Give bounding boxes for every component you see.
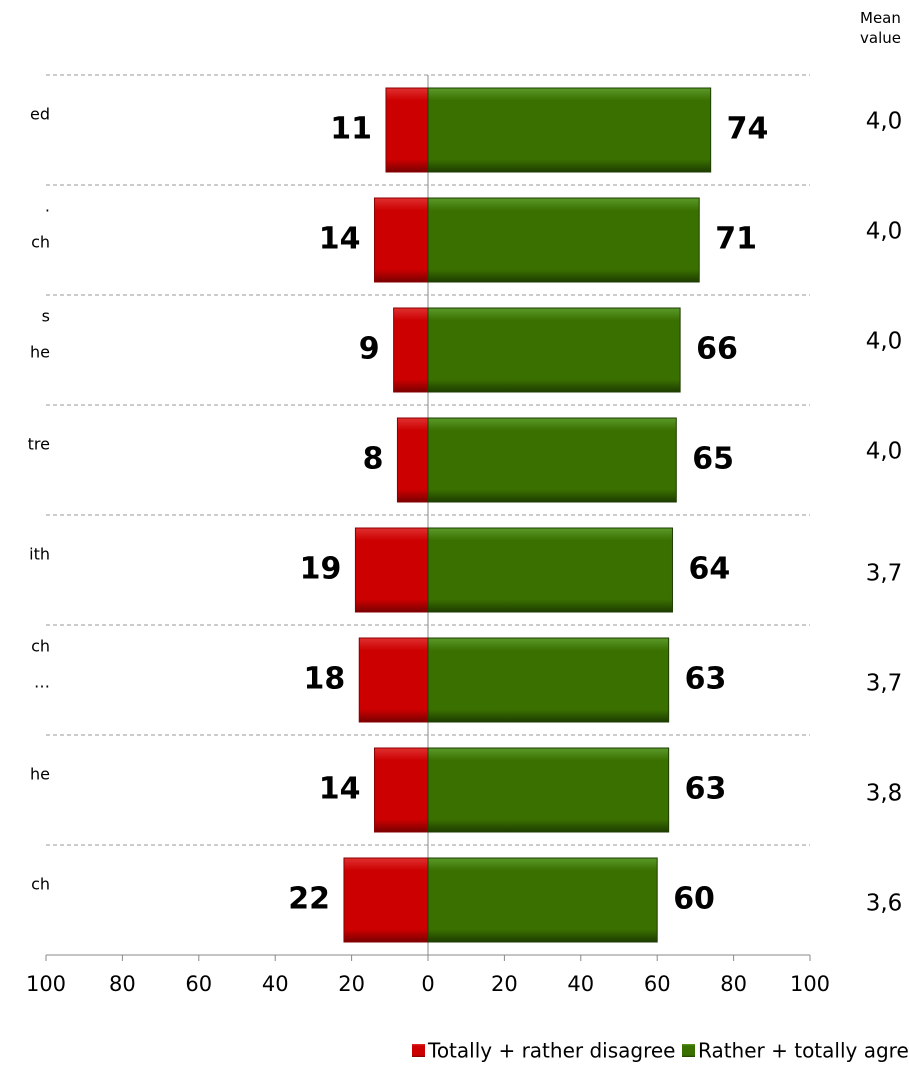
bar xyxy=(396,417,429,503)
bar xyxy=(427,857,658,943)
value-label: 14 xyxy=(319,772,361,807)
x-tick-label: 80 xyxy=(109,972,136,996)
value-label: 14 xyxy=(319,222,361,257)
category-label: ed xyxy=(30,105,50,124)
bar xyxy=(354,527,429,613)
mean-value: 3,7 xyxy=(866,671,903,697)
bar xyxy=(427,197,700,283)
mean-value: 3,7 xyxy=(866,561,903,587)
value-label: 66 xyxy=(696,332,738,367)
bar xyxy=(374,197,429,283)
bar xyxy=(427,527,673,613)
category-label: ch xyxy=(31,875,50,894)
bar xyxy=(427,307,681,393)
x-tick-label: 80 xyxy=(720,972,747,996)
mean-value: 4,0 xyxy=(866,219,903,245)
value-label: 22 xyxy=(288,882,330,917)
x-tick-label: 0 xyxy=(421,972,434,996)
x-tick-label: 100 xyxy=(790,972,830,996)
mean-value: 4,0 xyxy=(866,439,903,465)
mean-value: 4,0 xyxy=(866,109,903,135)
x-tick-label: 40 xyxy=(567,972,594,996)
bar xyxy=(427,637,670,723)
category-label: ch xyxy=(31,233,50,252)
value-label: 65 xyxy=(692,442,734,477)
bar xyxy=(427,87,712,173)
x-tick-label: 60 xyxy=(185,972,212,996)
value-label: 11 xyxy=(330,112,372,147)
bar xyxy=(374,747,429,833)
mean-value: 3,8 xyxy=(866,781,903,807)
category-label: . xyxy=(45,197,50,216)
category-label: tre xyxy=(28,435,50,454)
category-label: … xyxy=(34,673,50,692)
value-label: 18 xyxy=(303,662,345,697)
category-label: he xyxy=(30,343,50,362)
bar xyxy=(343,857,429,943)
category-label: he xyxy=(30,765,50,784)
category-label: ch xyxy=(31,637,50,656)
legend-label: Totally + rather disagree xyxy=(427,1039,675,1063)
legend-label: Rather + totally agree xyxy=(698,1039,909,1063)
category-label: ith xyxy=(29,545,50,564)
legend-swatch xyxy=(682,1044,695,1057)
value-label: 8 xyxy=(363,442,384,477)
value-label: 63 xyxy=(685,662,727,697)
mean-value: 3,6 xyxy=(866,891,903,917)
bar xyxy=(358,637,429,723)
value-label: 64 xyxy=(688,552,730,587)
x-tick-label: 20 xyxy=(491,972,518,996)
value-label: 9 xyxy=(359,332,380,367)
legend-swatch xyxy=(412,1044,425,1057)
x-tick-label: 60 xyxy=(644,972,671,996)
value-label: 60 xyxy=(673,882,715,917)
value-label: 71 xyxy=(715,222,757,257)
bar xyxy=(427,417,677,503)
category-label: s xyxy=(42,307,50,326)
x-tick-label: 100 xyxy=(26,972,66,996)
value-label: 63 xyxy=(685,772,727,807)
bar xyxy=(385,87,429,173)
value-label: 19 xyxy=(300,552,342,587)
x-tick-label: 40 xyxy=(262,972,289,996)
mean-value: 4,0 xyxy=(866,329,903,355)
value-label: 74 xyxy=(727,112,769,147)
bar xyxy=(393,307,429,393)
bar xyxy=(427,747,670,833)
mean-title: Mean value xyxy=(860,9,901,47)
x-tick-label: 20 xyxy=(338,972,365,996)
